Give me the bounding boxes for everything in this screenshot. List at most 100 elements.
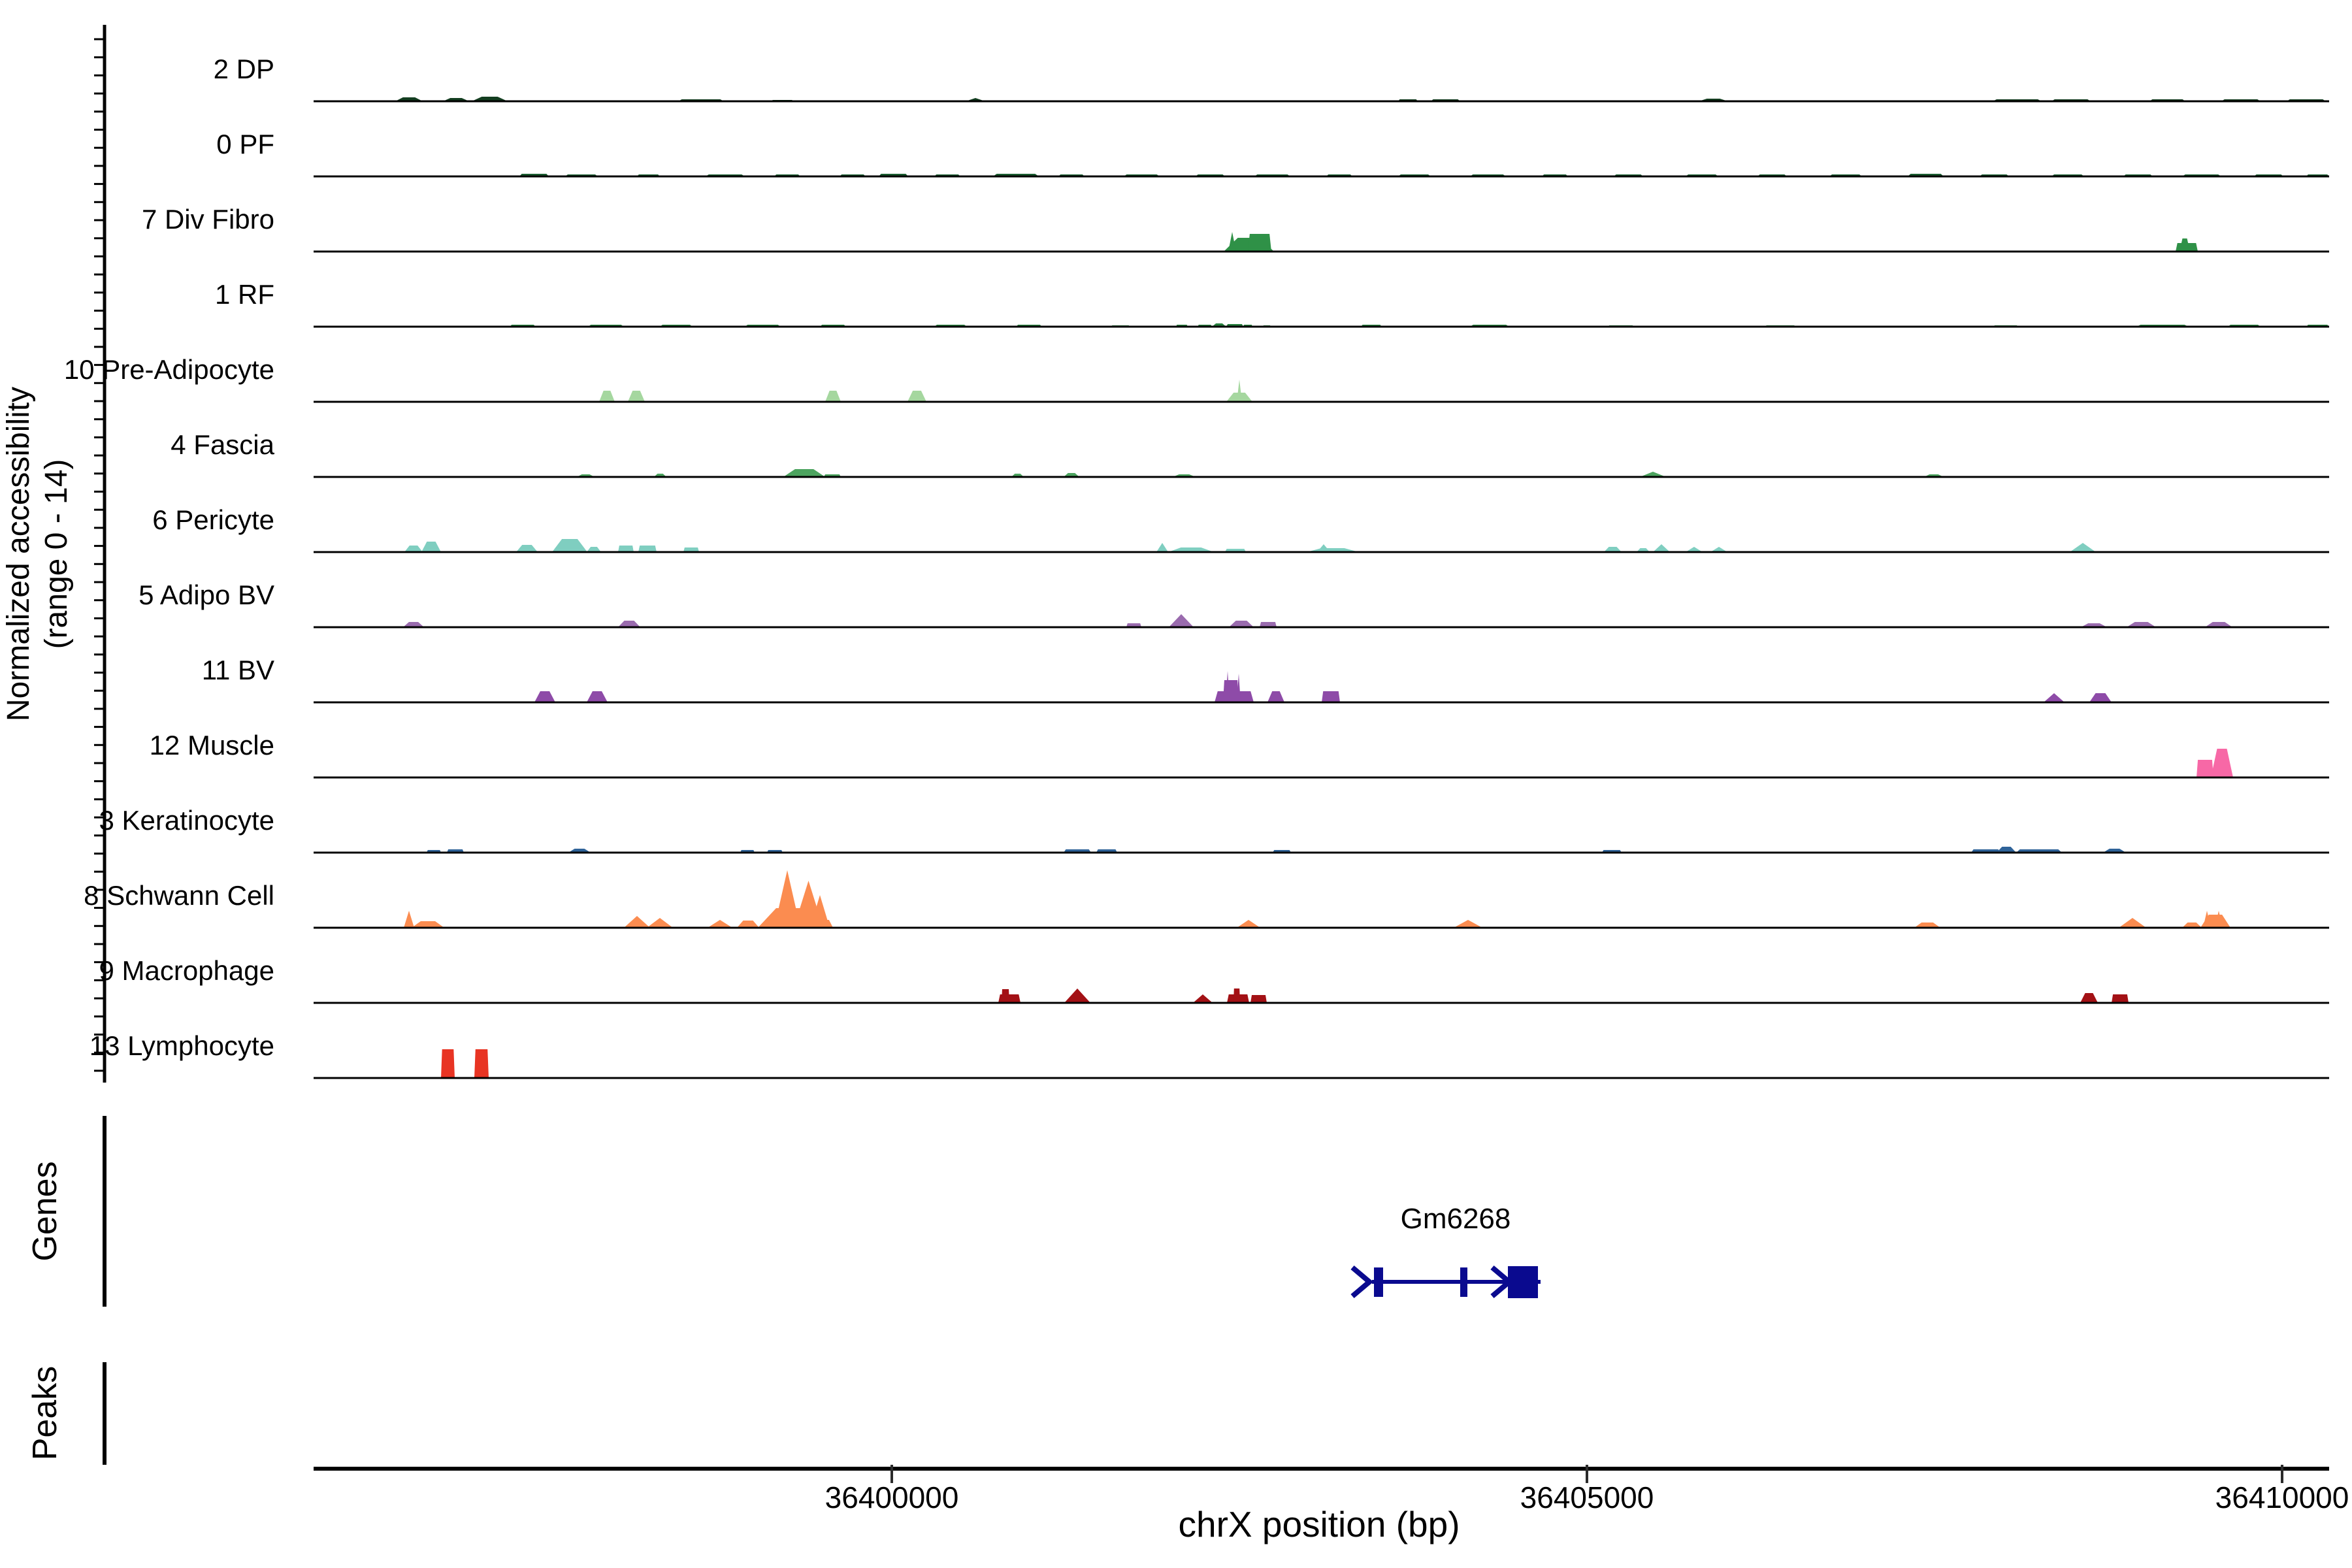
signal-peak	[516, 545, 538, 552]
signal-peak	[1064, 988, 1090, 1003]
signal-peak	[2127, 622, 2156, 627]
track-label: 11 BV	[202, 655, 274, 685]
accessibility-tracks: 2 DP 0 PF 7 Div Fibro 1 RF 10 Pre-Adipocyte 4…	[64, 54, 2329, 1079]
signal-peak	[1454, 920, 1482, 928]
signal-peak	[1237, 380, 1242, 402]
track-8-schwann-cell: 8 Schwann Cell	[84, 870, 2329, 929]
signal-peak	[2080, 993, 2098, 1003]
track-4-fascia: 4 Fascia	[171, 429, 2329, 478]
track-label: 5 Adipo BV	[139, 580, 274, 610]
signal-peak	[2215, 911, 2223, 928]
signal-peak	[638, 546, 657, 552]
signal-peak	[2211, 749, 2233, 777]
signal-peak	[1997, 847, 2016, 853]
signal-peak	[1248, 234, 1271, 252]
signal-peak	[599, 391, 615, 402]
track-label: 1 RF	[215, 279, 274, 310]
y-axis-ticks	[94, 38, 105, 1072]
gene-model	[1350, 1265, 1541, 1299]
signal-peak	[1317, 544, 1330, 552]
signal-peak	[2044, 693, 2065, 702]
signal-peak	[1686, 547, 1703, 552]
signal-peak	[2197, 760, 2213, 777]
signal-peak	[441, 1049, 455, 1078]
track-12-muscle: 12 Muscle	[150, 730, 2329, 779]
signal-peak	[1168, 547, 1214, 552]
signal-peak	[1228, 232, 1236, 252]
signal-peak	[2203, 911, 2211, 928]
signal-peak	[819, 920, 833, 928]
signal-peak	[1193, 994, 1213, 1003]
track-13-lymphocyte: 13 Lymphocyte	[90, 1030, 2329, 1079]
x-axis-tick-label: 36410000	[2215, 1480, 2349, 1514]
signal-peak	[552, 539, 587, 552]
track-1-rf: 1 RF	[215, 279, 2329, 328]
gene-name-label: Gm6268	[1401, 1203, 1511, 1235]
signal-peak	[2180, 238, 2190, 252]
signal-peak	[810, 895, 830, 928]
signal-peak	[1156, 543, 1168, 552]
signal-peak	[1237, 920, 1260, 928]
signal-peak	[421, 542, 441, 552]
signal-peak	[534, 691, 555, 702]
track-9-macrophage: 9 Macrophage	[99, 955, 2329, 1004]
track-label: 10 Pre-Adipocyte	[64, 354, 274, 385]
track-label: 4 Fascia	[171, 429, 274, 460]
signal-peak	[2070, 543, 2096, 552]
signal-peak	[1653, 544, 1670, 552]
x-axis-title: chrX position (bp)	[1178, 1504, 1460, 1544]
signal-peak	[1169, 614, 1194, 627]
signal-peak	[587, 547, 601, 552]
signal-peak	[1233, 988, 1240, 1003]
signal-peak	[474, 1049, 489, 1078]
gene-exon	[1508, 1266, 1538, 1298]
signal-peak	[587, 691, 608, 702]
signal-peak	[2205, 622, 2232, 627]
x-axis-tick-label: 36405000	[1520, 1480, 1654, 1514]
signal-peak	[472, 97, 508, 101]
signal-peak	[1267, 691, 1284, 702]
gene-exon	[1460, 1267, 1467, 1297]
signal-peak	[1710, 547, 1727, 552]
signal-peak	[825, 391, 841, 402]
signal-peak	[2182, 923, 2202, 928]
track-3-keratinocyte: 3 Keratinocyte	[99, 805, 2329, 854]
y-axis-sublabel: (range 0 - 14)	[39, 459, 74, 649]
signal-peak	[618, 546, 634, 552]
x-axis-ticks: 36400000 36405000 36410000	[825, 1465, 2349, 1514]
gene-exon	[1374, 1267, 1383, 1297]
track-11-bv: 11 BV	[202, 655, 2329, 704]
signal-peak	[1250, 995, 1267, 1003]
track-label: 9 Macrophage	[99, 955, 274, 986]
track-label: 13 Lymphocyte	[90, 1030, 274, 1061]
signal-peak	[624, 916, 650, 928]
signal-peak	[774, 870, 800, 928]
signal-peak	[628, 391, 645, 402]
signal-peak	[647, 918, 673, 928]
signal-peak	[1914, 923, 1940, 928]
signal-peak	[783, 469, 825, 477]
signal-peak	[1322, 691, 1340, 702]
signal-peak	[2089, 693, 2112, 702]
x-axis-tick-label: 36400000	[825, 1480, 959, 1514]
signal-peak	[708, 920, 732, 928]
strand-arrow-icon	[1350, 1265, 1374, 1299]
signal-peak	[737, 921, 759, 928]
signal-peak	[1260, 622, 1277, 627]
signal-peak	[618, 621, 640, 627]
track-5-adipo-bv: 5 Adipo BV	[139, 580, 2329, 629]
signal-peak	[1640, 472, 1666, 477]
signal-peak	[1223, 680, 1239, 702]
signal-peak	[404, 911, 414, 928]
signal-peak	[404, 546, 423, 552]
track-label: 12 Muscle	[150, 730, 274, 760]
signal-peak	[1226, 671, 1230, 702]
genes-panel-label: Genes	[26, 1161, 64, 1261]
genes-panel: Genes Gm6268	[26, 1116, 1541, 1307]
signal-peak	[1002, 989, 1009, 1003]
x-axis: 36400000 36405000 36410000 chrX position (…	[314, 1465, 2349, 1544]
signal-peak	[683, 547, 699, 552]
track-2-dp: 2 DP	[214, 54, 2329, 103]
signal-peak	[1237, 674, 1241, 702]
